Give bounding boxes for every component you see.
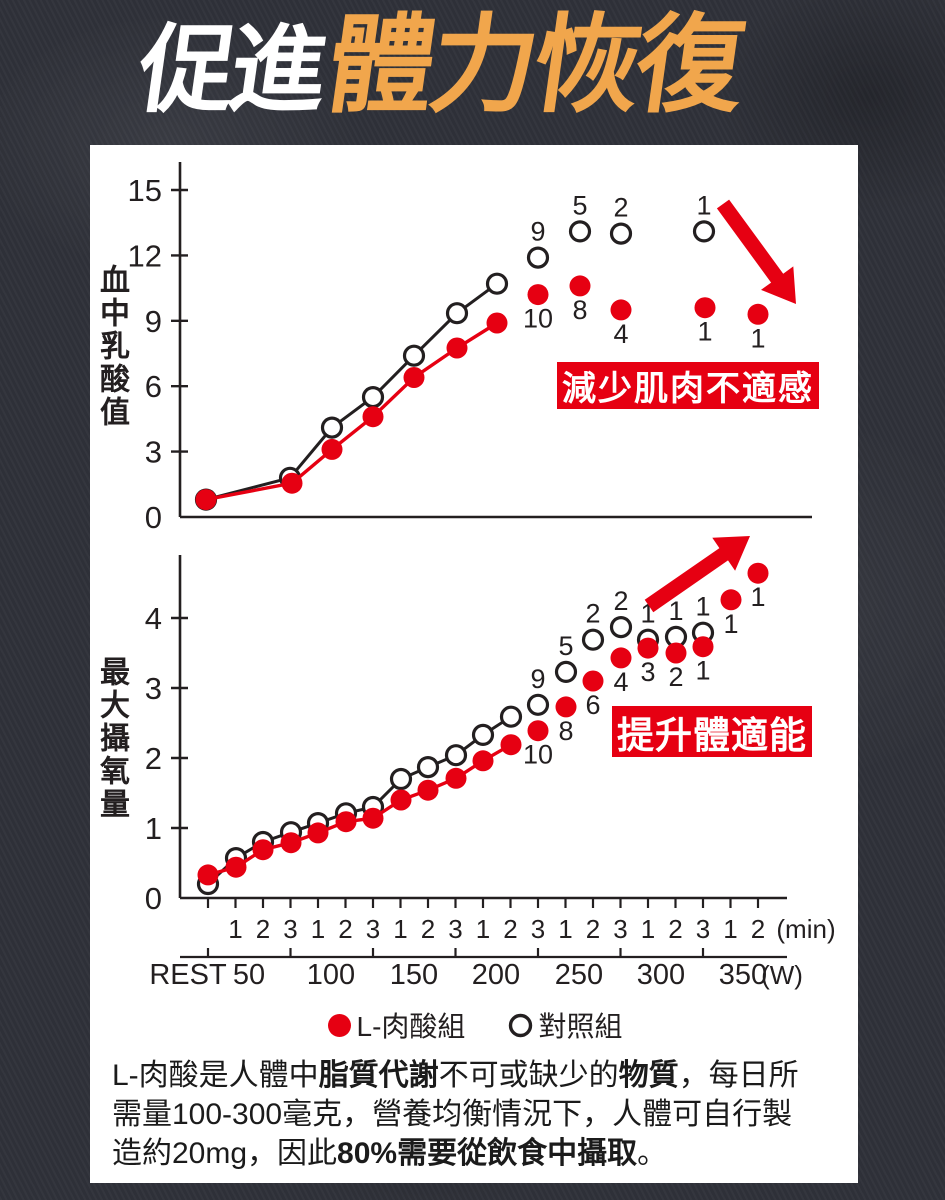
svg-text:150: 150 [390,959,438,991]
svg-text:15: 15 [128,173,162,208]
svg-text:1: 1 [311,914,325,944]
svg-text:1: 1 [695,592,710,622]
svg-text:(min): (min) [776,914,835,944]
legend-item-carnitine: L-肉酸組 [326,1005,466,1045]
svg-text:3: 3 [613,914,627,944]
lactate-trend-arrow [716,199,796,304]
svg-text:9: 9 [145,304,162,339]
open-circle-icon [509,1013,533,1037]
svg-text:3: 3 [640,657,655,687]
filled-dot-icon [327,1013,351,1037]
svg-text:4: 4 [145,601,162,636]
svg-text:200: 200 [472,959,520,991]
svg-text:4: 4 [613,319,628,349]
svg-text:1: 1 [697,317,712,347]
svg-text:6: 6 [145,369,162,404]
svg-text:10: 10 [523,304,553,334]
description-text: L-肉酸是人體中脂質代謝不可或缺少的物質，每日所 需量100-300毫克，營養均衡… [112,1056,844,1173]
svg-text:2: 2 [613,193,628,223]
text-line: 造約20mg，因此80%需要從飲食中攝取。 [112,1137,668,1170]
svg-text:1: 1 [558,914,572,944]
svg-text:1: 1 [695,656,710,686]
svg-text:12: 12 [128,238,162,273]
svg-text:1: 1 [696,190,711,220]
svg-text:8: 8 [572,295,587,325]
legend-label-control: 對照組 [538,1011,623,1042]
reduce-muscle-discomfort-banner: 減少肌肉不適感 [557,362,819,409]
svg-text:1: 1 [145,811,162,846]
svg-text:3: 3 [531,914,545,944]
svg-text:5: 5 [572,190,587,220]
svg-text:2: 2 [586,914,600,944]
svg-text:0: 0 [145,881,162,916]
svg-text:5: 5 [558,631,573,661]
svg-text:0: 0 [145,500,162,535]
svg-text:3: 3 [145,671,162,706]
svg-text:100: 100 [307,959,355,991]
svg-text:1: 1 [723,609,738,639]
vo2-trend-arrow [644,536,750,613]
vo2-y-axis-title: 最大攝氧量 [95,656,128,821]
improve-fitness-banner: 提升體適能 [612,706,812,757]
svg-text:2: 2 [585,599,600,629]
svg-text:3: 3 [448,914,462,944]
svg-text:1: 1 [476,914,490,944]
svg-text:3: 3 [145,435,162,470]
lactate-y-axis-title: 血中乳酸值 [95,264,128,429]
legend: L-肉酸組 對照組 [90,1004,858,1046]
legend-label-carnitine: L-肉酸組 [356,1011,466,1042]
svg-text:2: 2 [338,914,352,944]
svg-text:1: 1 [641,914,655,944]
svg-text:1: 1 [750,582,765,612]
svg-text:10: 10 [523,740,553,770]
lactate-series-carnitine: 10 84 1 1 [195,275,769,511]
svg-text:9: 9 [530,664,545,694]
svg-text:4: 4 [613,667,628,697]
svg-text:350: 350 [719,959,767,991]
svg-text:2: 2 [145,741,162,776]
svg-text:1: 1 [393,914,407,944]
svg-text:3: 3 [283,914,297,944]
svg-text:2: 2 [613,586,628,616]
svg-text:2: 2 [256,914,270,944]
svg-text:8: 8 [558,716,573,746]
svg-text:50: 50 [233,959,265,991]
svg-text:1: 1 [228,914,242,944]
svg-text:2: 2 [421,914,435,944]
text-line: 需量100-300毫克，營養均衡情況下，人體可自行製 [112,1098,793,1131]
svg-text:2: 2 [668,662,683,692]
legend-item-control: 對照組 [507,1005,622,1045]
svg-text:1: 1 [750,323,765,353]
svg-text:2: 2 [503,914,517,944]
svg-text:2: 2 [668,914,682,944]
text-line: L-肉酸是人體中脂質代謝不可或缺少的物質，每日所 [112,1059,799,1092]
svg-text:1: 1 [668,596,683,626]
svg-text:2: 2 [751,914,765,944]
svg-text:REST: REST [149,959,227,991]
svg-text:6: 6 [585,690,600,720]
svg-text:300: 300 [637,959,685,991]
svg-text:9: 9 [530,217,545,247]
svg-text:(W): (W) [761,960,803,990]
svg-text:3: 3 [696,914,710,944]
svg-text:250: 250 [555,959,603,991]
svg-text:3: 3 [366,914,380,944]
chart-panel [90,145,858,1183]
svg-text:1: 1 [723,914,737,944]
